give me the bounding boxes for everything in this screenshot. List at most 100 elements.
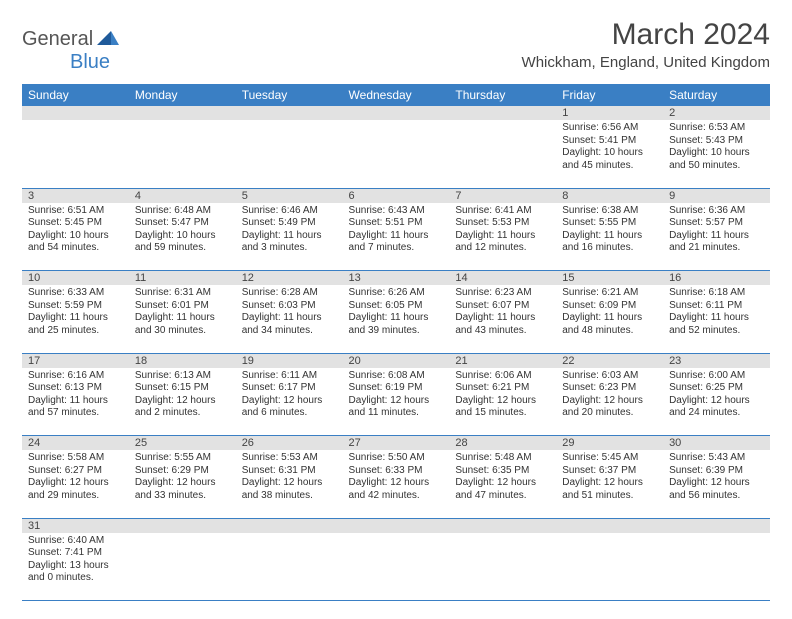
day-cell: Sunrise: 6:51 AMSunset: 5:45 PMDaylight:…: [22, 203, 129, 271]
day-number-cell: [236, 106, 343, 120]
daylight: Daylight: 11 hours and 25 minutes.: [28, 312, 123, 337]
sunset: Sunset: 5:53 PM: [455, 217, 550, 230]
sunrise: Sunrise: 5:50 AM: [349, 452, 444, 465]
day-cell: [236, 120, 343, 188]
sunrise: Sunrise: 6:33 AM: [28, 287, 123, 300]
daylight: Daylight: 12 hours and 20 minutes.: [562, 395, 657, 420]
sunrise: Sunrise: 6:28 AM: [242, 287, 337, 300]
day-number-cell: [343, 518, 450, 533]
daylight: Daylight: 12 hours and 38 minutes.: [242, 477, 337, 502]
day-number-cell: [22, 106, 129, 120]
sunset: Sunset: 6:29 PM: [135, 465, 230, 478]
day-number-cell: 3: [22, 188, 129, 203]
daylight: Daylight: 10 hours and 59 minutes.: [135, 230, 230, 255]
day-cell: Sunrise: 5:50 AMSunset: 6:33 PMDaylight:…: [343, 450, 450, 518]
day-details: Sunrise: 6:48 AMSunset: 5:47 PMDaylight:…: [129, 203, 236, 259]
daylight: Daylight: 11 hours and 12 minutes.: [455, 230, 550, 255]
sunrise: Sunrise: 6:08 AM: [349, 370, 444, 383]
day-number-cell: 21: [449, 353, 556, 368]
calendar-body: 12Sunrise: 6:56 AMSunset: 5:41 PMDayligh…: [22, 106, 770, 601]
day-cell: Sunrise: 6:28 AMSunset: 6:03 PMDaylight:…: [236, 285, 343, 353]
daylight: Daylight: 12 hours and 33 minutes.: [135, 477, 230, 502]
day-details: Sunrise: 6:16 AMSunset: 6:13 PMDaylight:…: [22, 368, 129, 424]
sunrise: Sunrise: 6:41 AM: [455, 205, 550, 218]
daylight: Daylight: 10 hours and 54 minutes.: [28, 230, 123, 255]
sunset: Sunset: 5:43 PM: [669, 135, 764, 148]
day-details: Sunrise: 5:55 AMSunset: 6:29 PMDaylight:…: [129, 450, 236, 506]
day-cell: Sunrise: 5:58 AMSunset: 6:27 PMDaylight:…: [22, 450, 129, 518]
daylight: Daylight: 12 hours and 2 minutes.: [135, 395, 230, 420]
day-details: Sunrise: 6:13 AMSunset: 6:15 PMDaylight:…: [129, 368, 236, 424]
day-cell: Sunrise: 5:43 AMSunset: 6:39 PMDaylight:…: [663, 450, 770, 518]
day-cell: Sunrise: 6:38 AMSunset: 5:55 PMDaylight:…: [556, 203, 663, 271]
weekday-header: Friday: [556, 84, 663, 106]
day-number-cell: 14: [449, 271, 556, 286]
sunrise: Sunrise: 5:58 AM: [28, 452, 123, 465]
day-number-cell: 11: [129, 271, 236, 286]
daylight: Daylight: 10 hours and 45 minutes.: [562, 147, 657, 172]
daylight: Daylight: 11 hours and 39 minutes.: [349, 312, 444, 337]
day-cell: Sunrise: 6:41 AMSunset: 5:53 PMDaylight:…: [449, 203, 556, 271]
day-number-cell: 23: [663, 353, 770, 368]
day-number-cell: [129, 106, 236, 120]
daylight: Daylight: 11 hours and 52 minutes.: [669, 312, 764, 337]
sunrise: Sunrise: 6:23 AM: [455, 287, 550, 300]
weekday-header: Tuesday: [236, 84, 343, 106]
day-cell: [556, 533, 663, 601]
day-cell: Sunrise: 6:48 AMSunset: 5:47 PMDaylight:…: [129, 203, 236, 271]
day-cell: [129, 120, 236, 188]
sunset: Sunset: 6:17 PM: [242, 382, 337, 395]
day-details: Sunrise: 5:53 AMSunset: 6:31 PMDaylight:…: [236, 450, 343, 506]
header: GeneralBlue March 2024 Whickham, England…: [22, 18, 770, 74]
day-details: Sunrise: 6:23 AMSunset: 6:07 PMDaylight:…: [449, 285, 556, 341]
sunrise: Sunrise: 6:40 AM: [28, 535, 123, 548]
day-details: Sunrise: 5:48 AMSunset: 6:35 PMDaylight:…: [449, 450, 556, 506]
day-number-cell: 25: [129, 436, 236, 451]
sunset: Sunset: 6:07 PM: [455, 300, 550, 313]
day-number-cell: 1: [556, 106, 663, 120]
sunrise: Sunrise: 6:18 AM: [669, 287, 764, 300]
daylight: Daylight: 12 hours and 42 minutes.: [349, 477, 444, 502]
day-cell: Sunrise: 6:03 AMSunset: 6:23 PMDaylight:…: [556, 368, 663, 436]
sunset: Sunset: 5:57 PM: [669, 217, 764, 230]
sunrise: Sunrise: 6:51 AM: [28, 205, 123, 218]
daylight: Daylight: 12 hours and 15 minutes.: [455, 395, 550, 420]
day-cell: Sunrise: 6:43 AMSunset: 5:51 PMDaylight:…: [343, 203, 450, 271]
day-cell: Sunrise: 6:31 AMSunset: 6:01 PMDaylight:…: [129, 285, 236, 353]
sunrise: Sunrise: 5:48 AM: [455, 452, 550, 465]
day-details: Sunrise: 6:53 AMSunset: 5:43 PMDaylight:…: [663, 120, 770, 176]
day-cell: Sunrise: 6:13 AMSunset: 6:15 PMDaylight:…: [129, 368, 236, 436]
sunset: Sunset: 6:31 PM: [242, 465, 337, 478]
logo-triangle-icon: [97, 28, 119, 51]
calendar-header: SundayMondayTuesdayWednesdayThursdayFrid…: [22, 84, 770, 106]
sunrise: Sunrise: 6:11 AM: [242, 370, 337, 383]
day-cell: Sunrise: 6:16 AMSunset: 6:13 PMDaylight:…: [22, 368, 129, 436]
day-cell: Sunrise: 5:53 AMSunset: 6:31 PMDaylight:…: [236, 450, 343, 518]
day-details: Sunrise: 6:06 AMSunset: 6:21 PMDaylight:…: [449, 368, 556, 424]
day-number-cell: 15: [556, 271, 663, 286]
day-details: Sunrise: 6:46 AMSunset: 5:49 PMDaylight:…: [236, 203, 343, 259]
sunrise: Sunrise: 6:43 AM: [349, 205, 444, 218]
sunset: Sunset: 6:39 PM: [669, 465, 764, 478]
sunrise: Sunrise: 6:21 AM: [562, 287, 657, 300]
day-number-cell: [129, 518, 236, 533]
location: Whickham, England, United Kingdom: [522, 54, 770, 71]
sunrise: Sunrise: 5:45 AM: [562, 452, 657, 465]
day-details: Sunrise: 6:31 AMSunset: 6:01 PMDaylight:…: [129, 285, 236, 341]
day-cell: Sunrise: 6:23 AMSunset: 6:07 PMDaylight:…: [449, 285, 556, 353]
sunset: Sunset: 5:47 PM: [135, 217, 230, 230]
daylight: Daylight: 11 hours and 7 minutes.: [349, 230, 444, 255]
logo-text: GeneralBlue: [22, 28, 119, 74]
daylight: Daylight: 11 hours and 3 minutes.: [242, 230, 337, 255]
sunset: Sunset: 6:25 PM: [669, 382, 764, 395]
day-details: Sunrise: 6:38 AMSunset: 5:55 PMDaylight:…: [556, 203, 663, 259]
sunrise: Sunrise: 6:13 AM: [135, 370, 230, 383]
day-details: Sunrise: 6:03 AMSunset: 6:23 PMDaylight:…: [556, 368, 663, 424]
weekday-header: Thursday: [449, 84, 556, 106]
sunrise: Sunrise: 6:06 AM: [455, 370, 550, 383]
day-number-cell: 7: [449, 188, 556, 203]
sunset: Sunset: 6:19 PM: [349, 382, 444, 395]
day-cell: [449, 533, 556, 601]
day-number-cell: 10: [22, 271, 129, 286]
sunrise: Sunrise: 6:03 AM: [562, 370, 657, 383]
